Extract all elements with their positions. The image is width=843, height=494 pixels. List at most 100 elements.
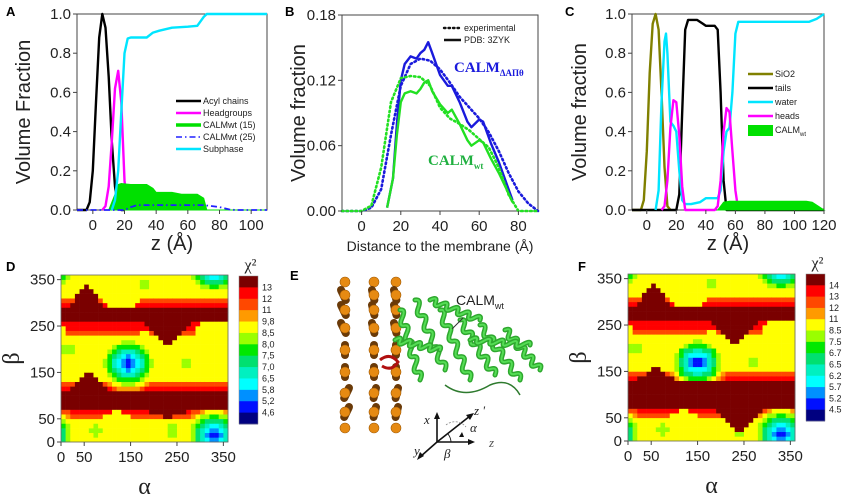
heatmap-cell <box>65 363 71 369</box>
heatmap-cell <box>167 390 173 396</box>
heatmap-cell <box>61 418 66 424</box>
heatmap-cell <box>223 386 229 392</box>
heatmap-cell <box>61 367 66 373</box>
heatmap-cell <box>84 381 90 387</box>
heatmap-cell <box>692 371 698 377</box>
heatmap-cell <box>163 298 168 304</box>
heatmap-cell <box>692 399 698 405</box>
heatmap-cell <box>125 275 131 280</box>
heatmap-cell <box>121 432 127 438</box>
heatmap-cell <box>655 394 661 400</box>
heatmap-cell <box>112 307 117 313</box>
heatmap-cell <box>181 414 187 420</box>
heatmap-cell <box>776 334 782 340</box>
heatmap-cell <box>112 381 117 387</box>
heatmap-cell <box>74 363 80 369</box>
heatmap-cell <box>172 400 178 406</box>
heatmap-cell <box>711 274 717 279</box>
heatmap-cell <box>753 301 759 307</box>
heatmap-cell <box>200 288 206 294</box>
heatmap-cell <box>734 283 740 289</box>
heatmap-cell <box>93 293 99 299</box>
heatmap-cell <box>190 363 196 369</box>
heatmap-cell <box>683 352 689 358</box>
heatmap-cell <box>683 436 689 442</box>
heatmap-cell <box>781 325 787 330</box>
beta-arc <box>447 433 452 443</box>
colorbar-label: 9,8 <box>262 317 275 327</box>
heatmap-cell <box>116 390 122 396</box>
series-heads <box>660 99 740 212</box>
heatmap-cell <box>200 326 206 331</box>
heatmap-cell <box>757 399 763 405</box>
heatmap-cell <box>720 274 726 279</box>
heatmap-cell <box>88 349 94 355</box>
heatmap-cell <box>632 422 638 428</box>
lipid-bead <box>339 344 351 356</box>
heatmap-cell <box>785 297 791 303</box>
heatmap-cell <box>637 408 643 414</box>
heatmap-cell <box>790 403 796 409</box>
heatmap-cell <box>679 352 684 358</box>
heatmap-cell <box>706 362 712 368</box>
heatmap-cell <box>665 348 671 354</box>
heatmap-cell <box>762 315 768 321</box>
heatmap-cell <box>688 380 694 386</box>
heatmap-cell <box>102 349 108 355</box>
heatmap-cell <box>688 325 694 330</box>
heatmap-cell <box>70 367 76 373</box>
heatmap-cell <box>720 389 726 395</box>
heatmap-cell <box>748 297 754 303</box>
heatmap-cell <box>734 431 740 437</box>
heatmap-cell <box>697 385 703 391</box>
heatmap-cell <box>135 275 141 280</box>
heatmap-cell <box>204 358 210 364</box>
heatmap-cell <box>720 436 726 442</box>
heatmap-cell <box>195 312 201 318</box>
heatmap-cell <box>61 307 66 313</box>
heatmap-cell <box>669 320 675 326</box>
heatmap-cell <box>711 431 717 437</box>
heatmap-cell <box>785 334 791 340</box>
heatmap-cell <box>692 422 698 428</box>
heatmap-cell <box>181 386 187 392</box>
x-tick-label: 60 <box>471 218 488 235</box>
heatmap-cell <box>720 403 726 409</box>
heatmap-cell <box>84 321 90 327</box>
heatmap-cell <box>771 297 777 303</box>
heatmap-cell <box>711 417 717 423</box>
heatmap-cell <box>223 344 229 350</box>
heatmap-cell <box>785 431 791 437</box>
heatmap-cell <box>186 293 192 299</box>
heatmap-cell <box>74 404 80 410</box>
heatmap-cell <box>102 293 108 299</box>
heatmap-cell <box>716 287 722 293</box>
heatmap-cell <box>214 418 220 424</box>
heatmap-cell <box>632 352 638 358</box>
heatmap-cell <box>84 330 90 336</box>
heatmap-cell <box>646 436 652 442</box>
heatmap-cell <box>172 312 178 318</box>
heatmap-cell <box>98 400 104 406</box>
heatmap-cell <box>149 400 155 406</box>
heatmap-cell <box>61 414 66 420</box>
heatmap-cell <box>697 352 703 358</box>
heatmap-cell <box>209 423 215 429</box>
heatmap-cell <box>107 312 113 318</box>
heatmap-cell <box>223 395 229 401</box>
colorbar-label: 6.2 <box>829 371 842 381</box>
heatmap-cell <box>116 414 122 420</box>
heatmap-cell <box>762 329 768 335</box>
heatmap-cell <box>743 343 749 349</box>
heatmap-cell <box>125 293 131 299</box>
heatmap-cell <box>781 417 787 423</box>
heatmap-cell <box>683 274 689 279</box>
heatmap-cell <box>65 321 71 327</box>
protein-coil <box>444 381 521 396</box>
heatmap-cell <box>149 390 155 396</box>
heatmap-cell <box>641 380 647 386</box>
heatmap-cell <box>674 431 680 437</box>
heatmap-cell <box>702 408 708 414</box>
heatmap-cell <box>669 403 675 409</box>
heatmap-cell <box>218 330 224 336</box>
